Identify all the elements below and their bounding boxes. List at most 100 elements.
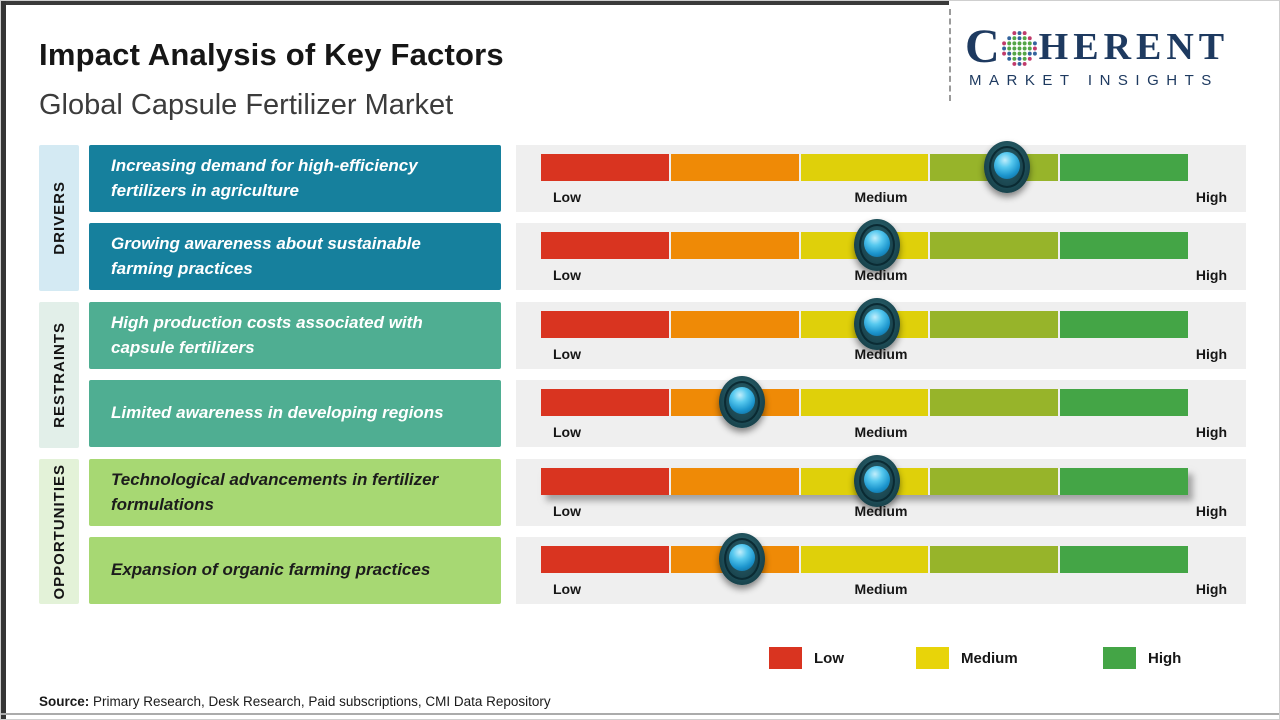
factor-text: Limited awareness in developing regions	[111, 403, 444, 423]
bar-segment-high	[1060, 154, 1188, 181]
legend-item-high: High	[1103, 646, 1181, 670]
bar-segment-high	[1060, 389, 1188, 416]
source-label: Source:	[39, 694, 90, 709]
impact-bar	[541, 533, 1188, 585]
impact-bar	[541, 141, 1188, 193]
impact-bar	[541, 219, 1188, 271]
impact-bar	[541, 298, 1188, 350]
impact-scale-row: Low Medium High	[516, 455, 1246, 526]
left-border	[1, 1, 6, 719]
impact-scale-row: Low Medium High	[516, 141, 1246, 212]
category-label-restraints: RESTRAINTS	[50, 322, 68, 428]
impact-scale-row: Low Medium High	[516, 219, 1246, 290]
scale-label-high: High	[1195, 189, 1227, 205]
bar-segment-mid	[800, 154, 929, 181]
bar-segment-high	[1060, 546, 1188, 573]
scale-label-medium: Medium	[854, 267, 908, 283]
bottom-border	[1, 713, 1279, 715]
bar-segment-mid-high	[930, 468, 1059, 495]
category-block-drivers: DRIVERS	[39, 145, 79, 291]
factor-text: Increasing demand for high-efficiency fe…	[111, 156, 418, 200]
logo-globe-icon	[1001, 30, 1037, 66]
impact-marker	[983, 141, 1030, 193]
impact-bar	[541, 376, 1188, 428]
bar-segment-low	[541, 389, 669, 416]
factor-text: High production costs associated with ca…	[111, 313, 423, 357]
factor-text: Expansion of organic farming practices	[111, 560, 431, 580]
bar-segment-low-mid	[670, 468, 799, 495]
scale-label-medium: Medium	[854, 581, 908, 597]
legend-item-low: Low	[769, 646, 844, 670]
logo-divider-line	[949, 9, 951, 101]
impact-marker	[854, 298, 901, 350]
bar-segment-low-mid	[670, 311, 799, 338]
factor-text: Technological advancements in fertilizer…	[111, 470, 439, 514]
scale-label-low: Low	[553, 503, 581, 519]
bar-segment-low-mid	[670, 232, 799, 259]
impact-scale-row: Low Medium High	[516, 376, 1246, 447]
factor-box-driver-1: Increasing demand for high-efficiency fe…	[89, 145, 501, 212]
source-line: Source: Primary Research, Desk Research,…	[39, 694, 551, 709]
page-subtitle: Global Capsule Fertilizer Market	[39, 89, 454, 121]
bar-segment-mid-high	[930, 389, 1059, 416]
bar-segment-mid	[800, 389, 929, 416]
bar-segment-high	[1060, 311, 1188, 338]
top-border	[1, 1, 949, 5]
category-label-opportunities: OPPORTUNITIES	[50, 463, 68, 600]
legend-label-high: High	[1148, 649, 1182, 667]
factor-box-restraint-1: High production costs associated with ca…	[89, 302, 501, 369]
bar-segment-low	[541, 468, 669, 495]
impact-bar	[541, 455, 1188, 507]
legend-label-medium: Medium	[961, 649, 1018, 667]
scale-label-high: High	[1195, 581, 1227, 597]
scale-label-high: High	[1195, 346, 1227, 362]
scale-label-high: High	[1195, 424, 1227, 440]
scale-label-low: Low	[553, 581, 581, 597]
bar-segment-low	[541, 154, 669, 181]
factor-text: Growing awareness about sustainable farm…	[111, 234, 421, 278]
legend-swatch-medium	[916, 647, 949, 669]
bar-segment-mid	[800, 546, 929, 573]
legend-label-low: Low	[814, 649, 844, 667]
category-block-restraints: RESTRAINTS	[39, 302, 79, 448]
scale-label-low: Low	[553, 189, 581, 205]
factor-box-opportunity-1: Technological advancements in fertilizer…	[89, 459, 501, 526]
factor-box-driver-2: Growing awareness about sustainable farm…	[89, 223, 501, 290]
brand-letters-herent: HERENT	[1038, 26, 1230, 68]
legend-swatch-high	[1103, 647, 1136, 669]
bar-segment-low	[541, 232, 669, 259]
brand-tagline: MARKET INSIGHTS	[969, 72, 1219, 89]
bar-segment-low	[541, 311, 669, 338]
impact-marker	[854, 455, 901, 507]
bar-segment-low	[541, 546, 669, 573]
impact-marker	[718, 376, 765, 428]
scale-label-medium: Medium	[854, 189, 908, 205]
impact-marker	[718, 533, 765, 585]
impact-scale-row: Low Medium High	[516, 533, 1246, 604]
scale-label-medium: Medium	[854, 503, 908, 519]
category-block-opportunities: OPPORTUNITIES	[39, 459, 79, 604]
bar-segment-mid-high	[930, 232, 1059, 259]
bar-segment-low-mid	[670, 154, 799, 181]
impact-scale-row: Low Medium High	[516, 298, 1246, 369]
brand-letter-c: C	[965, 20, 1000, 73]
scale-label-low: Low	[553, 346, 581, 362]
scale-label-low: Low	[553, 424, 581, 440]
bar-segment-high	[1060, 468, 1188, 495]
bar-segment-mid-high	[930, 311, 1059, 338]
scale-label-medium: Medium	[854, 346, 908, 362]
bar-segment-mid-high	[930, 546, 1059, 573]
page-title: Impact Analysis of Key Factors	[39, 37, 504, 72]
brand-wordmark: C HERENT	[965, 20, 1265, 73]
factor-box-opportunity-2: Expansion of organic farming practices	[89, 537, 501, 604]
category-label-drivers: DRIVERS	[50, 181, 68, 255]
bar-segment-high	[1060, 232, 1188, 259]
scale-label-low: Low	[553, 267, 581, 283]
scale-label-medium: Medium	[854, 424, 908, 440]
scale-label-high: High	[1195, 503, 1227, 519]
factor-box-restraint-2: Limited awareness in developing regions	[89, 380, 501, 447]
scale-label-high: High	[1195, 267, 1227, 283]
source-text: Primary Research, Desk Research, Paid su…	[89, 694, 551, 709]
impact-marker	[854, 219, 901, 271]
